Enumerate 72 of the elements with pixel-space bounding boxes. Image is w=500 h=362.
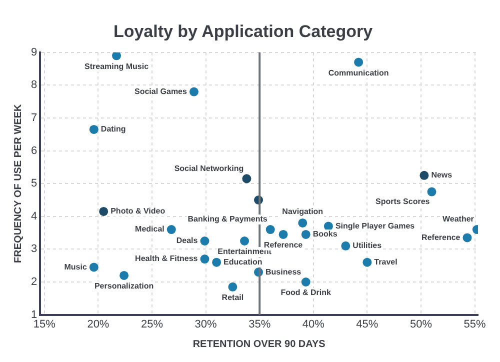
point: [240, 236, 250, 246]
point: [301, 230, 310, 239]
point: [200, 236, 210, 246]
annotation: Social Networking: [174, 164, 244, 173]
x-tick-label: 50%: [410, 318, 432, 330]
point: [112, 52, 122, 60]
point: [266, 225, 275, 234]
annotation: Music: [64, 262, 88, 272]
annotation: Travel: [374, 258, 398, 267]
point: [427, 187, 436, 196]
point: [228, 282, 238, 292]
point: [420, 170, 429, 180]
annotation: Reference: [264, 240, 304, 250]
annotation: Retail: [222, 293, 244, 302]
y-tick-label: 8: [30, 79, 38, 92]
annotation: Navigation: [282, 207, 324, 216]
point: [278, 230, 288, 239]
point: [89, 124, 98, 134]
point: [301, 278, 310, 286]
point: [354, 58, 364, 67]
annotation: Weather: [442, 214, 474, 224]
y-tick-label: 2: [30, 276, 38, 288]
annotation: Entertainment: [218, 247, 272, 256]
annotation: News: [431, 170, 453, 180]
point: [212, 258, 222, 267]
x-tick-label: 20%: [87, 318, 110, 330]
chart-title: Loyalty by Application Category: [113, 22, 374, 41]
annotation: Medical: [135, 224, 164, 234]
annotation: Health & Fitness: [135, 254, 198, 264]
annotation: Books: [312, 230, 338, 239]
x-tick-label: 25%: [140, 318, 164, 330]
annotation: Reference: [422, 232, 461, 242]
annotation: Food & Drink: [280, 288, 332, 298]
point: [341, 241, 350, 250]
annotation: Sports Scores: [375, 197, 430, 206]
point: [89, 262, 98, 272]
annotation: Education: [224, 258, 262, 267]
annotation: Business: [266, 267, 302, 276]
point: [242, 174, 252, 184]
x-tick-label: 55%: [464, 318, 486, 330]
y-tick-label: 9: [30, 46, 38, 58]
point: [120, 270, 129, 280]
annotation: Banking & Payments: [188, 214, 268, 224]
x-tick-label: 30%: [194, 318, 218, 330]
annotation: Dating: [100, 124, 126, 134]
x-tick-label: 15%: [33, 318, 56, 330]
point: [99, 206, 108, 216]
annotation: Social Games: [134, 86, 188, 96]
annotation: Personalization: [94, 282, 154, 291]
annotation: Communication: [328, 68, 389, 78]
point: [200, 254, 210, 264]
point: [298, 218, 308, 228]
y-tick-label: 1: [30, 308, 38, 321]
x-tick-label: 45%: [356, 318, 378, 330]
annotation: Utilities: [352, 241, 382, 250]
annotation: Streaming Music: [84, 62, 150, 71]
y-axis-title: FREQUENCY OF USE PER WEEK: [12, 103, 24, 263]
y-tick-label: 3: [30, 243, 38, 256]
x-tick-label: 40%: [302, 318, 325, 330]
x-axis-title: RETENTION OVER 90 DAYS: [192, 338, 326, 350]
y-tick-label: 7: [30, 112, 38, 124]
point: [362, 258, 372, 267]
x-tick-label: 35%: [248, 318, 271, 330]
annotation: Single Player Games: [335, 221, 416, 230]
y-tick-label: 4: [30, 210, 38, 222]
point: [189, 87, 198, 96]
y-tick-label: 6: [30, 144, 38, 157]
annotation: Deals: [176, 236, 198, 246]
y-tick-label: 5: [30, 178, 38, 190]
annotation: Photo & Video: [110, 206, 166, 216]
point: [166, 225, 176, 234]
point: [462, 233, 472, 242]
